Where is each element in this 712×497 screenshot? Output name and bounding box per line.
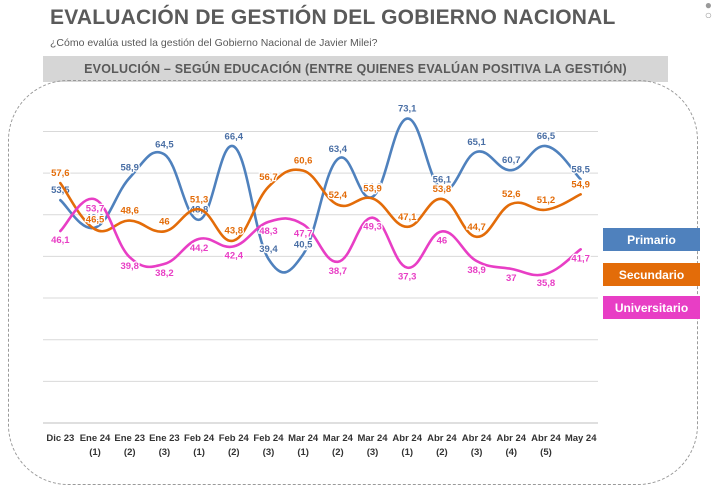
- data-label: 60,6: [294, 156, 313, 167]
- data-label: 46,9: [86, 213, 105, 224]
- x-tick-sublabel: (1): [401, 447, 413, 458]
- data-label: 44,2: [190, 243, 209, 254]
- data-label: 64,5: [155, 139, 174, 150]
- data-label: 63,4: [329, 144, 348, 155]
- data-label: 46,1: [51, 235, 70, 246]
- x-tick-label: Abr 24: [392, 433, 422, 444]
- data-label: 44,7: [467, 222, 486, 233]
- x-tick-label: Abr 24: [462, 433, 492, 444]
- data-label: 66,5: [537, 131, 556, 142]
- x-tick-sublabel: (1): [193, 447, 205, 458]
- data-label: 54,9: [571, 179, 590, 190]
- x-tick-label: Mar 24: [323, 433, 354, 444]
- x-tick-label: May 24: [565, 433, 597, 444]
- x-tick-sublabel: (2): [332, 447, 344, 458]
- data-label: 52,6: [502, 189, 521, 200]
- data-label: 39,4: [259, 244, 278, 255]
- series-line-secundario: [59, 168, 582, 242]
- x-tick-label: Abr 24: [531, 433, 561, 444]
- x-tick-label: Ene 24: [80, 433, 111, 444]
- data-label: 48,3: [259, 226, 278, 237]
- chart-banner: EVOLUCIÓN – SEGÚN EDUCACIÓN (ENTRE QUIEN…: [43, 56, 668, 82]
- x-tick-label: Mar 24: [357, 433, 388, 444]
- x-tick-sublabel: (1): [297, 447, 309, 458]
- page-subtitle: ¿Cómo evalúa usted la gestión del Gobier…: [50, 37, 378, 49]
- data-label: 37,3: [398, 272, 417, 283]
- data-label: 47,1: [398, 212, 417, 223]
- x-tick-label: Feb 24: [184, 433, 215, 444]
- data-label: 53,8: [433, 184, 452, 195]
- data-label: 47,7: [294, 228, 313, 239]
- data-label: 37: [506, 273, 517, 284]
- x-tick-sublabel: (3): [471, 447, 483, 458]
- x-tick-sublabel: (2): [228, 447, 240, 458]
- data-label: 38,2: [155, 268, 174, 279]
- x-tick-sublabel: (5): [540, 447, 552, 458]
- data-label: 60,7: [502, 155, 521, 166]
- x-tick-label: Ene 23: [114, 433, 145, 444]
- data-label: 46: [437, 235, 448, 246]
- x-tick-sublabel: (2): [124, 447, 136, 458]
- page-title: EVALUACIÓN DE GESTIÓN DEL GOBIERNO NACIO…: [50, 6, 616, 29]
- data-label: 35,8: [537, 278, 556, 289]
- legend-item-primario: Primario: [603, 228, 700, 251]
- x-tick-sublabel: (1): [89, 447, 101, 458]
- x-tick-label: Dic 23: [46, 433, 74, 444]
- data-label: 39,8: [120, 261, 139, 272]
- legend-item-universitario: Universitario: [603, 296, 700, 319]
- data-label: 58,5: [571, 164, 590, 175]
- data-label: 66,4: [225, 131, 244, 142]
- data-label: 42,4: [225, 250, 244, 261]
- x-tick-label: Abr 24: [496, 433, 526, 444]
- data-label: 52,4: [329, 190, 348, 201]
- data-label: 38,9: [467, 265, 486, 276]
- x-tick-sublabel: (4): [505, 447, 517, 458]
- x-tick-sublabel: (3): [263, 447, 275, 458]
- x-tick-sublabel: (3): [159, 447, 171, 458]
- data-label: 51,3: [190, 194, 209, 205]
- series-line-universitario: [59, 197, 582, 277]
- data-label: 41,7: [571, 253, 590, 264]
- x-tick-label: Ene 23: [149, 433, 180, 444]
- data-label: 46: [159, 216, 170, 227]
- x-tick-label: Feb 24: [219, 433, 250, 444]
- data-label: 38,7: [329, 266, 348, 277]
- data-label: 40,5: [294, 239, 313, 250]
- x-tick-label: Abr 24: [427, 433, 457, 444]
- data-label: 54,3: [363, 182, 382, 193]
- data-label: 73,1: [398, 104, 417, 115]
- data-label: 57,6: [51, 168, 70, 179]
- data-label: 56,1: [433, 174, 452, 185]
- data-label: 43,8: [225, 226, 244, 237]
- x-tick-sublabel: (3): [367, 447, 379, 458]
- data-label: 58,9: [120, 163, 139, 174]
- data-label: 49,3: [363, 222, 382, 233]
- data-label: 48,6: [120, 206, 139, 217]
- data-label: 65,1: [467, 137, 486, 148]
- brand-logo: ● ○: [704, 0, 712, 22]
- x-tick-label: Feb 24: [253, 433, 284, 444]
- data-label: 53,7: [86, 203, 105, 214]
- x-tick-label: Mar 24: [288, 433, 319, 444]
- data-label: 53,9: [363, 184, 382, 195]
- data-label: 51,2: [537, 195, 556, 206]
- legend-item-secundario: Secundario: [603, 263, 700, 286]
- data-label: 56,7: [259, 172, 278, 183]
- data-label: 46,5: [86, 214, 105, 225]
- x-tick-sublabel: (2): [436, 447, 448, 458]
- series-line-primario: [59, 117, 582, 274]
